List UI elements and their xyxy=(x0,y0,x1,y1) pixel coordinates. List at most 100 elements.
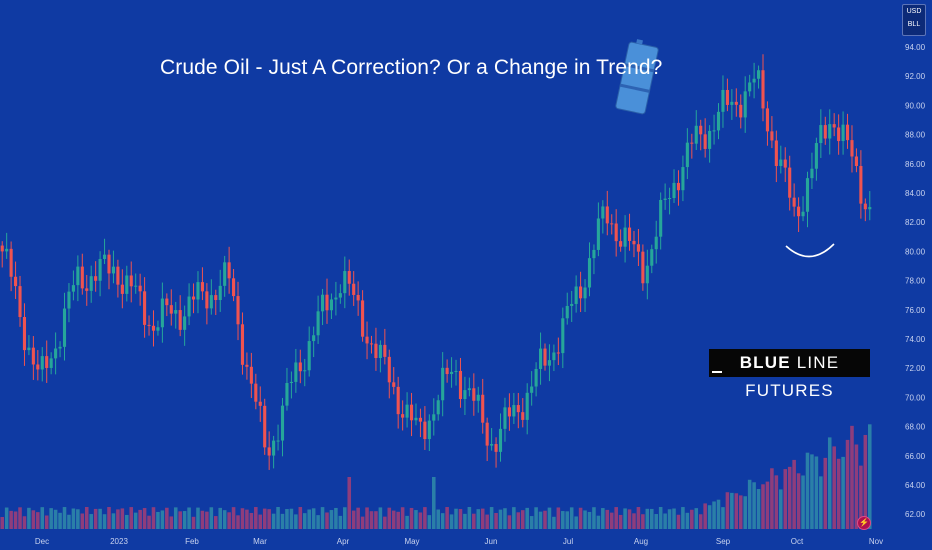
candle-body xyxy=(214,295,218,301)
candle-body xyxy=(752,78,756,83)
candle-body xyxy=(534,368,538,387)
candle-body xyxy=(685,142,689,168)
candle-body xyxy=(561,318,565,354)
volume-bar xyxy=(609,512,614,529)
candle-body xyxy=(356,294,360,301)
candle-body xyxy=(788,167,792,198)
candle-body xyxy=(547,360,552,366)
candle-body xyxy=(779,159,783,167)
volume-bar xyxy=(512,507,516,529)
volume-bar xyxy=(13,511,18,529)
volume-bar xyxy=(601,508,605,529)
volume-bar xyxy=(249,512,254,529)
currency-unit-badge: USD BLL xyxy=(902,4,926,36)
currency-line-bll: BLL xyxy=(907,21,921,28)
candle-body xyxy=(365,336,369,344)
volume-bar xyxy=(258,514,263,529)
candle-body xyxy=(378,344,382,359)
volume-bar xyxy=(814,456,819,529)
candle-body xyxy=(27,347,31,351)
volume-bar xyxy=(850,425,854,529)
candle-body xyxy=(0,245,4,252)
candle-body xyxy=(605,206,609,224)
volume-bar xyxy=(267,509,271,529)
candle-body xyxy=(245,364,249,367)
volume-bar xyxy=(36,512,40,529)
x-tick-label: Oct xyxy=(791,537,804,546)
y-tick-label: 80.00 xyxy=(905,247,926,256)
volume-bar xyxy=(525,507,529,529)
volume-bar xyxy=(503,508,507,529)
candle-body xyxy=(703,134,707,149)
candle-body xyxy=(507,407,511,417)
volume-bar xyxy=(302,513,307,529)
y-tick-label: 82.00 xyxy=(905,218,926,227)
volume-bar xyxy=(565,511,570,529)
x-tick-label: Feb xyxy=(185,537,199,546)
candle-body xyxy=(102,254,107,260)
volume-bar xyxy=(209,507,214,529)
candle-body xyxy=(347,271,351,284)
volume-bar xyxy=(574,516,578,529)
volume-bar xyxy=(316,515,320,529)
volume-bar xyxy=(62,507,67,529)
volume-bar xyxy=(681,507,685,529)
volume-bar xyxy=(623,508,627,529)
y-tick-label: 64.00 xyxy=(905,481,926,490)
candle-body xyxy=(694,125,698,144)
volume-bar xyxy=(507,515,512,529)
volume-bar xyxy=(805,452,810,529)
candle-body xyxy=(174,310,178,314)
bolt-icon[interactable]: ⚡ xyxy=(857,516,871,530)
candle-body xyxy=(209,295,213,309)
candle-body xyxy=(850,140,854,157)
candle-body xyxy=(223,262,227,286)
candle-body xyxy=(845,124,850,141)
candle-body xyxy=(814,143,818,169)
volume-bar xyxy=(476,509,481,529)
candle-body xyxy=(765,108,770,132)
candle-body xyxy=(716,111,721,131)
candle-body xyxy=(552,352,556,361)
candle-body xyxy=(485,422,489,446)
volume-bar xyxy=(672,508,676,529)
volume-bar xyxy=(343,507,347,529)
candle-body xyxy=(165,298,169,306)
candle-body xyxy=(111,266,116,274)
volume-bar xyxy=(298,507,303,529)
y-tick-label: 90.00 xyxy=(905,101,926,110)
volume-bar xyxy=(538,511,543,529)
volume-bar xyxy=(431,477,436,529)
volume-bar xyxy=(605,509,610,529)
candle-body xyxy=(89,276,93,291)
volume-bar xyxy=(774,475,779,529)
candle-body xyxy=(263,405,267,448)
volume-bar xyxy=(725,492,730,529)
candle-body xyxy=(739,104,743,118)
volume-bar xyxy=(374,511,378,529)
candle-body xyxy=(494,444,498,452)
volume-bar xyxy=(396,511,400,529)
volume-bar xyxy=(418,512,423,529)
x-tick-label: Jun xyxy=(485,537,498,546)
volume-bar xyxy=(654,514,659,529)
candle-body xyxy=(641,251,645,284)
volume-bar xyxy=(276,507,280,529)
volume-bar xyxy=(280,513,285,529)
volume-bar xyxy=(436,509,441,529)
candle-body xyxy=(236,296,240,325)
candle-body xyxy=(854,156,858,167)
candle-body xyxy=(423,421,427,440)
y-tick-label: 84.00 xyxy=(905,189,926,198)
candle-body xyxy=(361,300,365,337)
candle-body xyxy=(307,341,311,371)
volume-bar xyxy=(173,507,178,529)
candle-body xyxy=(227,262,231,279)
candle-body xyxy=(9,248,13,277)
volume-bar xyxy=(832,446,836,529)
oil-barrel-icon xyxy=(615,39,659,115)
volume-bar xyxy=(178,511,182,529)
volume-bar xyxy=(294,514,298,529)
candle-body xyxy=(414,417,418,421)
volume-bar xyxy=(271,513,276,529)
